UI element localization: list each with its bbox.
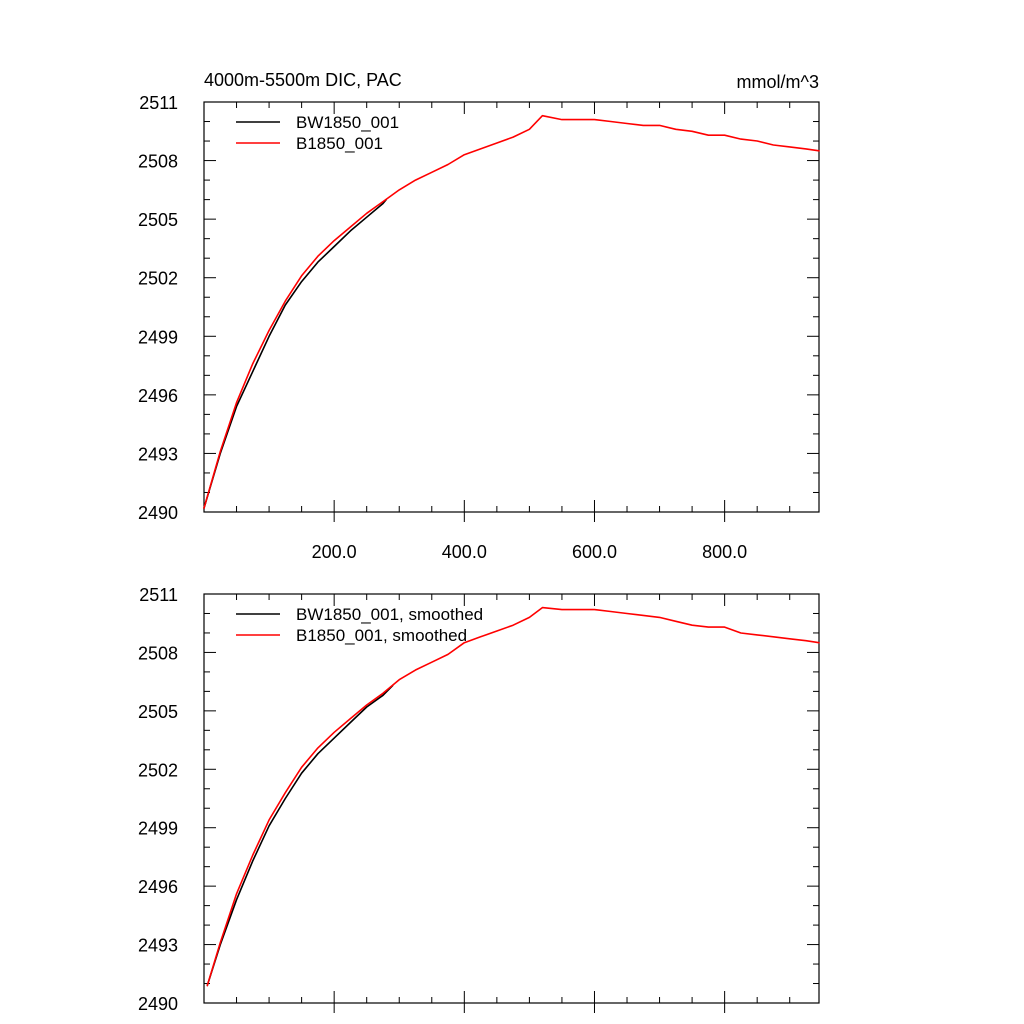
y-tick-label: 2493 [138,444,178,464]
y-tick-label: 2511 [139,93,178,113]
x-tick-label: 600.0 [572,542,617,562]
series-line-bw1850 [203,198,387,509]
plot-frame [203,593,820,1004]
y-tick-label: 2505 [138,702,178,722]
bottom-panel: 2490 2493 2496 2499 2502 2505 2508 2511 BW1850_0… [138,585,820,1014]
y-tick-label: 2502 [138,269,178,289]
y-tick-label: 2499 [138,327,178,347]
x-tick-label: 400.0 [442,542,487,562]
series-line-bw1850 [206,684,394,987]
y-tick-label: 2508 [138,643,178,663]
legend-label: BW1850_001, smoothed [296,605,483,624]
y-tick-label: 2511 [139,585,178,605]
y-tick-label: 2496 [138,877,178,897]
x-tick-label: 800.0 [702,542,747,562]
legend-label: BW1850_001 [296,113,399,132]
top-panel: 2490 2493 2496 2499 2502 2505 2508 2511 200.0 400… [138,70,820,562]
y-tick-label: 2490 [138,503,178,523]
chart-title: 4000m-5500m DIC, PAC [204,70,402,90]
y-tick-label: 2502 [138,760,178,780]
plot-frame [203,101,820,513]
series-line-b1850 [206,606,820,987]
legend-label: B1850_001 [296,134,383,153]
units-label: mmol/m^3 [737,72,819,92]
y-tick-label: 2493 [138,936,178,956]
y-tick-label: 2499 [138,819,178,839]
legend-label: B1850_001, smoothed [296,626,467,645]
y-tick-label: 2490 [138,994,178,1014]
y-tick-label: 2508 [138,152,178,172]
y-tick-label: 2505 [138,210,178,230]
y-tick-label: 2496 [138,386,178,406]
series-line-b1850 [203,114,820,509]
x-tick-label: 200.0 [312,542,357,562]
